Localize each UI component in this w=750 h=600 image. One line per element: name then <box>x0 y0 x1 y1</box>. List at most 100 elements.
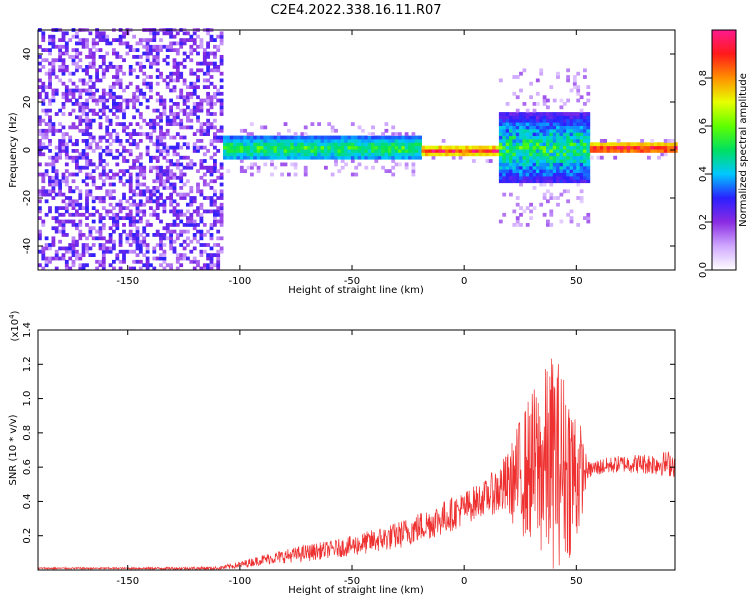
spectrogram-cell <box>250 132 254 136</box>
spectrogram-cell <box>189 159 194 163</box>
spectrogram-cell <box>78 152 83 157</box>
spectrogram-cell <box>81 78 86 83</box>
spectrogram-cell <box>38 139 42 143</box>
spectrogram-cell <box>118 95 123 100</box>
spectrogram-cell <box>216 196 221 200</box>
spectrogram-cell <box>334 155 338 160</box>
y-tick-label: 0.2 <box>22 528 33 544</box>
spectrogram-cell <box>132 95 136 100</box>
spectrogram-cell <box>229 155 234 160</box>
spectrogram-cell <box>189 223 194 227</box>
spectrogram-cell <box>199 202 204 207</box>
spectrogram-cell <box>472 145 476 150</box>
spectrogram-cell <box>260 142 264 147</box>
spectrogram-cell <box>85 102 89 106</box>
spectrogram-cell <box>169 263 173 268</box>
spectrogram-cell <box>101 165 106 170</box>
spectrogram-cell <box>340 152 345 157</box>
spectrogram-cell <box>226 169 231 173</box>
spectrogram-cell <box>135 142 140 147</box>
spectrogram-cell <box>512 118 517 123</box>
spectrogram-cell <box>522 209 527 214</box>
spectrogram-cell <box>81 128 86 133</box>
spectrogram-cell <box>118 199 123 204</box>
spectrogram-cell <box>138 259 143 264</box>
spectrogram-cell <box>44 236 49 241</box>
spectrogram-cell <box>58 128 62 133</box>
spectrogram-cell <box>539 149 544 153</box>
spectrogram-cell <box>512 122 517 126</box>
spectrogram-cell <box>138 182 143 187</box>
spectrogram-cell <box>569 155 574 160</box>
spectrogram-cell <box>162 105 167 110</box>
spectrogram-cell <box>404 142 409 147</box>
spectrogram-cell <box>196 206 200 210</box>
spectrogram-cell <box>549 196 554 200</box>
spectrogram-cell <box>532 125 537 130</box>
spectrogram-cell <box>408 149 412 153</box>
spectrogram-cell <box>505 118 510 123</box>
spectrogram-cell <box>552 135 557 140</box>
spectrogram-cell <box>303 125 308 130</box>
spectrogram-cell <box>192 149 197 153</box>
spectrogram-cell <box>663 149 668 153</box>
spectrogram-cell <box>572 175 577 180</box>
spectrogram-cell <box>138 209 143 214</box>
spectrogram-cell <box>118 209 123 214</box>
spectrogram-cell <box>149 135 153 140</box>
spectrogram-cell <box>182 223 187 227</box>
spectrogram-cell <box>192 233 197 237</box>
spectrogram-cell <box>522 112 527 116</box>
spectrogram-cell <box>169 48 173 52</box>
spectrogram-cell <box>391 159 396 163</box>
spectrogram-cell <box>213 91 217 96</box>
spectrogram-cell <box>192 246 197 251</box>
spectrogram-cell <box>229 149 234 153</box>
spectrogram-cell <box>172 186 177 190</box>
spectrogram-cell <box>38 192 42 197</box>
spectrogram-cell <box>122 169 126 173</box>
spectrogram-cell <box>122 159 126 163</box>
spectrogram-cell <box>562 142 567 147</box>
spectrogram-cell <box>115 219 120 224</box>
spectrogram-cell <box>667 149 671 153</box>
spectrogram-cell <box>522 68 527 73</box>
spectrogram-cell <box>64 65 69 69</box>
spectrogram-cell <box>202 165 207 170</box>
spectrogram-cell <box>559 105 564 110</box>
spectrogram-cell <box>88 125 93 130</box>
spectrogram-cell <box>549 162 554 167</box>
spectrogram-cell <box>81 152 86 157</box>
spectrogram-cell <box>502 125 507 130</box>
spectrogram-cell <box>539 128 544 133</box>
spectrogram-cell <box>559 159 564 163</box>
spectrogram-cell <box>320 145 325 150</box>
spectrogram-cell <box>41 192 46 197</box>
spectrogram-cell <box>421 149 426 153</box>
spectrogram-cell <box>290 162 295 167</box>
spectrogram-cell <box>186 142 190 147</box>
spectrogram-cell <box>428 149 433 153</box>
spectrogram-cell <box>549 169 554 173</box>
spectrogram-cell <box>549 223 554 227</box>
spectrogram-cell <box>213 199 217 204</box>
spectrogram-cell <box>199 229 204 234</box>
spectrogram-cell <box>485 159 490 163</box>
spectrogram-cell <box>162 132 167 136</box>
spectrogram-cell <box>394 149 399 153</box>
spectrogram-cell <box>122 41 126 46</box>
spectrogram-cell <box>448 145 453 150</box>
spectrogram-cell <box>98 108 103 113</box>
spectrogram-cell <box>98 31 103 36</box>
spectrogram-cell <box>324 155 328 160</box>
spectrogram-cell <box>189 48 194 52</box>
spectrogram-cell <box>199 98 204 103</box>
spectrogram-cell <box>209 246 214 251</box>
spectrogram-cell <box>179 135 184 140</box>
spectrogram-cell <box>213 212 217 217</box>
spectrogram-cell <box>78 206 83 210</box>
spectrogram-cell <box>256 152 261 157</box>
spectrogram-cell <box>175 68 180 73</box>
spectrogram-cell <box>505 165 510 170</box>
